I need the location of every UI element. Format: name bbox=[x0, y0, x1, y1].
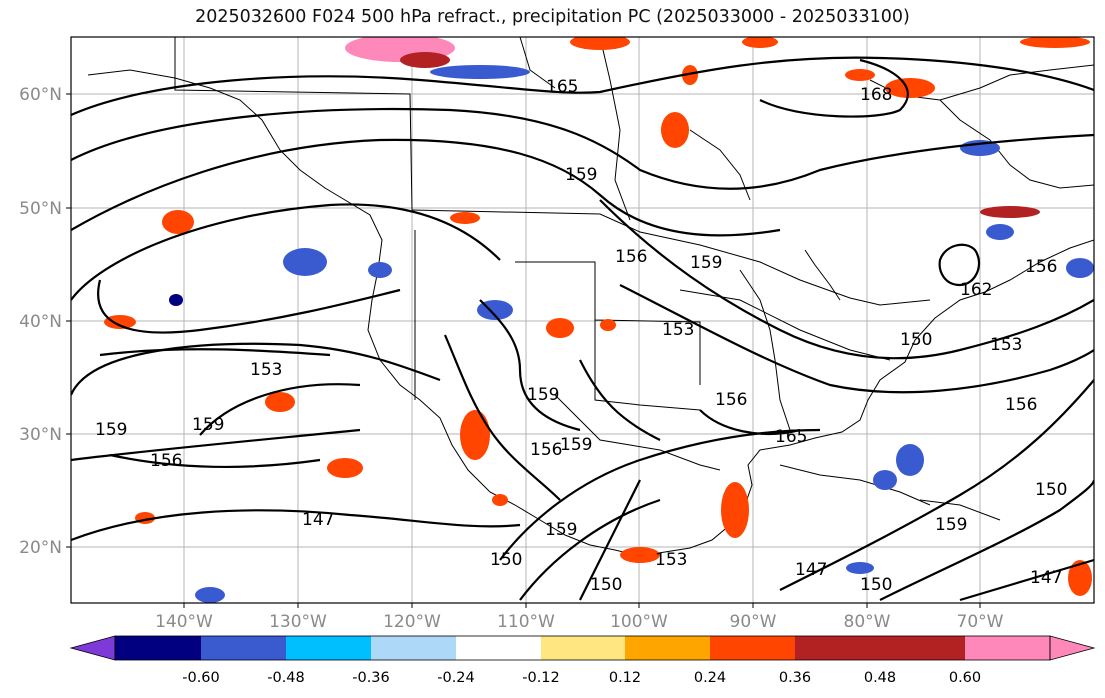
colorbar-tick: 0.60 bbox=[949, 670, 981, 686]
contour-label: 147 bbox=[1030, 568, 1062, 588]
contour-label: 159 bbox=[560, 435, 592, 455]
lon-label: 70°W bbox=[957, 612, 1004, 632]
lon-label: 100°W bbox=[610, 612, 668, 632]
contour-label: 150 bbox=[590, 575, 622, 595]
contour-label: 159 bbox=[690, 253, 722, 273]
contour-label: 147 bbox=[795, 560, 827, 580]
contour-label: 159 bbox=[545, 520, 577, 540]
colorbar-bin bbox=[795, 636, 880, 660]
contour-label: 156 bbox=[530, 440, 562, 460]
colorbar-tick: 0.48 bbox=[864, 670, 896, 686]
lat-label: 60°N bbox=[19, 85, 62, 105]
colorbar-bin bbox=[880, 636, 965, 660]
contour-labels: 165 168 159 156 153 156 159 159 153 159 … bbox=[95, 77, 1067, 595]
colorbar-bin bbox=[456, 636, 541, 660]
colorbar: -0.60 -0.48 -0.36 -0.24 -0.12 0.12 0.24 … bbox=[69, 635, 1096, 686]
precip-anomaly-patches bbox=[104, 37, 1094, 603]
colorbar-bin bbox=[710, 636, 795, 660]
colorbar-bin bbox=[371, 636, 456, 660]
lat-label: 20°N bbox=[19, 538, 62, 558]
lon-label: 140°W bbox=[155, 612, 213, 632]
colorbar-bin bbox=[965, 636, 1050, 660]
colorbar-bin bbox=[201, 636, 286, 660]
contour-label: 150 bbox=[1035, 480, 1067, 500]
contour-lines bbox=[71, 56, 1094, 602]
coastlines bbox=[87, 37, 1094, 557]
contour-label: 159 bbox=[935, 515, 967, 535]
lat-label: 40°N bbox=[19, 312, 62, 332]
colorbar-tick: -0.48 bbox=[267, 670, 305, 686]
contour-label: 153 bbox=[662, 320, 694, 340]
colorbar-extend-high bbox=[1049, 635, 1096, 661]
lon-label: 110°W bbox=[497, 612, 555, 632]
colorbar-bin bbox=[115, 636, 201, 660]
contour-label: 159 bbox=[527, 385, 559, 405]
contour-label: 156 bbox=[150, 451, 182, 471]
contour-label: 165 bbox=[775, 427, 807, 447]
colorbar-bin bbox=[541, 636, 625, 660]
map-border bbox=[70, 36, 1095, 604]
colorbar-tick: 0.36 bbox=[779, 670, 811, 686]
colorbar-tick: -0.36 bbox=[352, 670, 390, 686]
map-area bbox=[71, 37, 1094, 603]
map-title: 2025032600 F024 500 hPa refract., precip… bbox=[195, 7, 910, 27]
contour-label: 156 bbox=[615, 247, 647, 267]
contour-label: 150 bbox=[490, 550, 522, 570]
contour-label: 147 bbox=[302, 510, 334, 530]
contour-label: 156 bbox=[1025, 257, 1057, 277]
colorbar-tick: 0.12 bbox=[609, 670, 641, 686]
colorbar-tick: -0.24 bbox=[437, 670, 475, 686]
contour-label: 153 bbox=[990, 335, 1022, 355]
lat-label: 50°N bbox=[19, 199, 62, 219]
lon-label: 90°W bbox=[730, 612, 777, 632]
contour-label: 156 bbox=[715, 390, 747, 410]
contour-label: 153 bbox=[250, 360, 282, 380]
lat-label: 30°N bbox=[19, 425, 62, 445]
colorbar-bin bbox=[286, 636, 371, 660]
contour-label: 165 bbox=[546, 77, 578, 97]
lon-label: 120°W bbox=[383, 612, 441, 632]
axis-ticks bbox=[66, 93, 981, 608]
colorbar-frame bbox=[114, 635, 1051, 661]
colorbar-tick: -0.60 bbox=[182, 670, 220, 686]
contour-label: 159 bbox=[192, 415, 224, 435]
contour-label: 159 bbox=[95, 420, 127, 440]
colorbar-extend-low bbox=[69, 635, 116, 661]
colorbar-bin bbox=[625, 636, 710, 660]
contour-label: 153 bbox=[655, 550, 687, 570]
colorbar-tick: -0.12 bbox=[522, 670, 560, 686]
lon-label: 80°W bbox=[844, 612, 891, 632]
lon-label: 130°W bbox=[269, 612, 327, 632]
contour-label: 150 bbox=[860, 575, 892, 595]
contour-label: 168 bbox=[860, 85, 892, 105]
contour-label: 156 bbox=[1005, 395, 1037, 415]
colorbar-tick: 0.24 bbox=[694, 670, 726, 686]
contour-label: 159 bbox=[565, 165, 597, 185]
contour-label: 162 bbox=[960, 280, 992, 300]
contour-label: 150 bbox=[900, 330, 932, 350]
